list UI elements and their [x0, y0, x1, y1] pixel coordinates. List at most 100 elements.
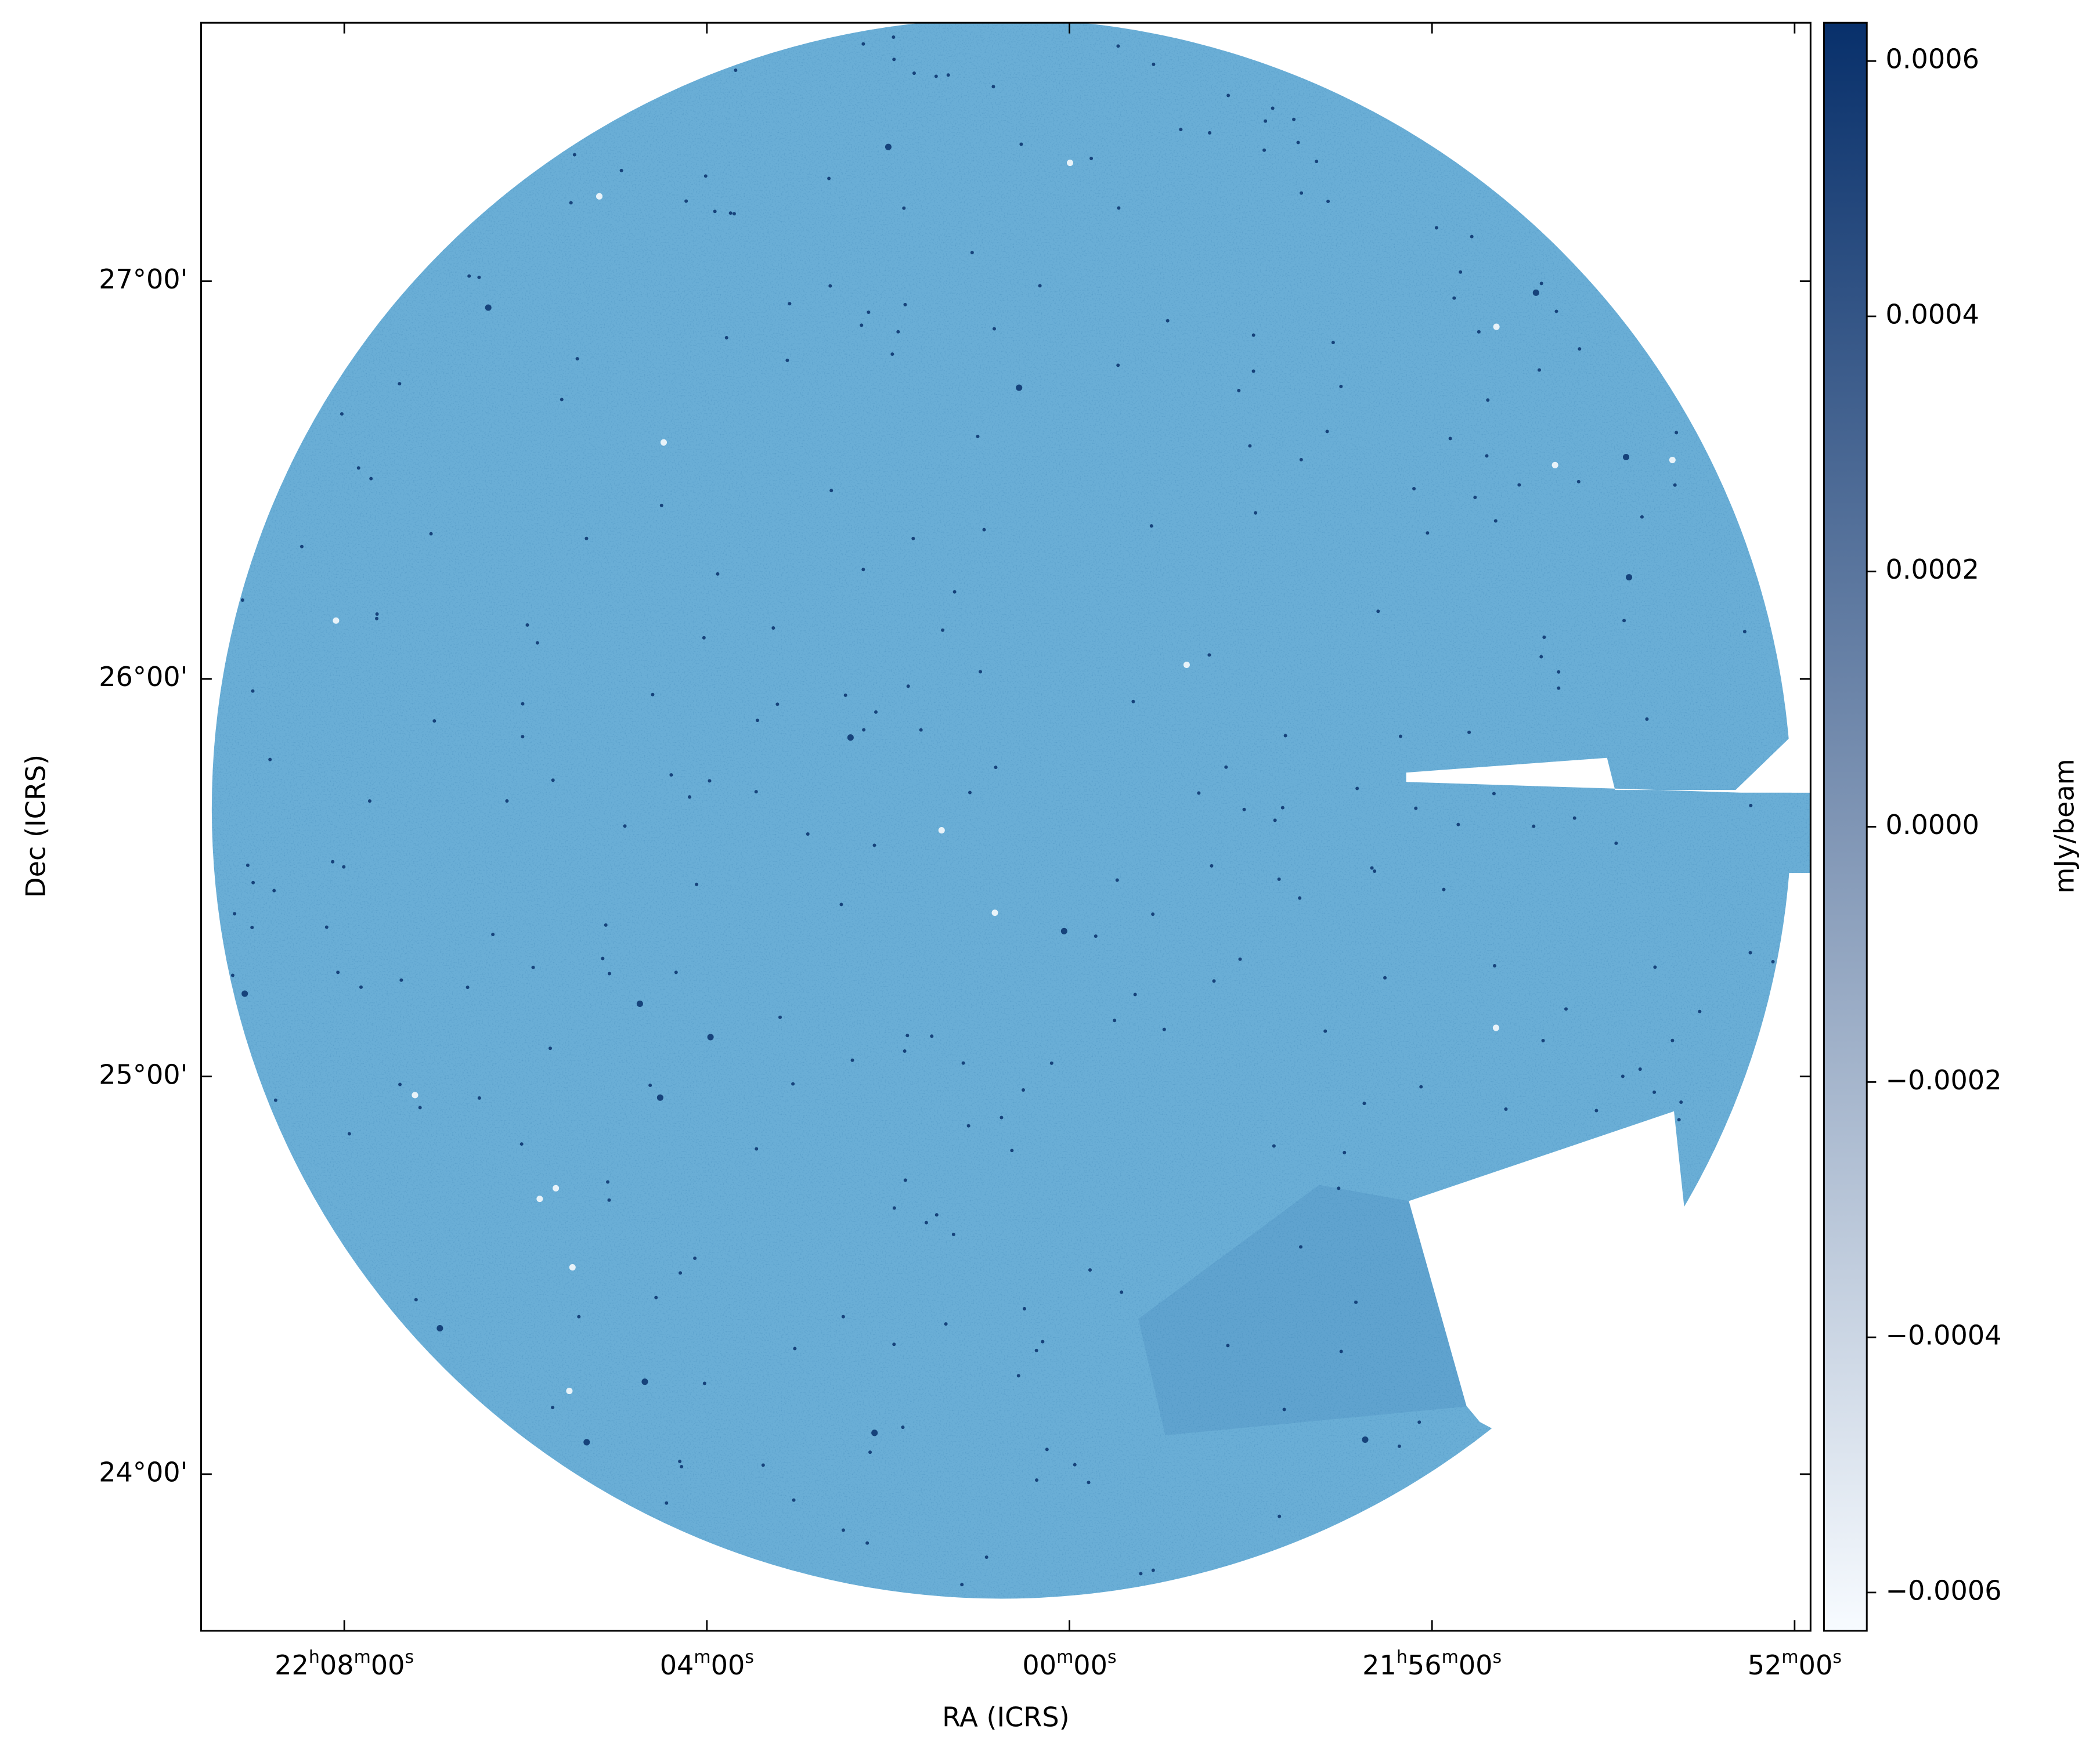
source — [584, 536, 589, 540]
source — [665, 1501, 669, 1505]
source — [1793, 1461, 1797, 1465]
source — [475, 1465, 479, 1469]
source — [1066, 160, 1074, 167]
source — [356, 466, 360, 470]
source — [1538, 368, 1541, 372]
source — [861, 568, 865, 572]
source — [861, 42, 865, 46]
source — [860, 323, 864, 327]
source — [732, 212, 736, 216]
source — [1749, 803, 1753, 807]
source — [693, 1256, 697, 1260]
source — [1742, 630, 1747, 634]
y-tick-label: 25°00' — [99, 1059, 187, 1090]
source — [1149, 524, 1153, 528]
source — [1212, 979, 1216, 983]
source — [703, 174, 708, 178]
source — [551, 1406, 555, 1410]
source — [466, 986, 470, 990]
source — [659, 503, 663, 507]
source — [903, 1178, 907, 1182]
source — [1645, 717, 1649, 721]
source — [1704, 1291, 1708, 1295]
source — [324, 1488, 328, 1492]
source — [1434, 226, 1438, 230]
sky-map — [201, 23, 1811, 1631]
source — [323, 1506, 327, 1510]
source — [240, 598, 244, 602]
source — [560, 63, 564, 67]
source — [1022, 1088, 1025, 1092]
source — [384, 1506, 388, 1510]
source — [1116, 44, 1120, 48]
source — [261, 1271, 265, 1275]
source — [577, 1315, 581, 1319]
source — [601, 956, 605, 961]
source — [1362, 1436, 1369, 1443]
source — [1414, 806, 1418, 810]
source — [1087, 1481, 1091, 1485]
colorbar-tick-label: −0.0002 — [1886, 1064, 2002, 1096]
source — [785, 358, 789, 362]
source — [841, 1315, 845, 1319]
source — [1576, 479, 1581, 483]
source — [1779, 417, 1783, 421]
source — [623, 824, 627, 828]
source — [1682, 1280, 1686, 1284]
source — [1238, 957, 1242, 961]
source — [868, 1450, 872, 1454]
source — [828, 284, 832, 288]
source — [1166, 319, 1170, 323]
source — [991, 85, 995, 89]
source — [862, 728, 866, 732]
source — [1248, 444, 1252, 448]
source — [477, 1441, 481, 1445]
source — [1131, 699, 1135, 703]
source — [892, 57, 896, 62]
source — [839, 26, 843, 30]
source — [991, 909, 998, 916]
source — [607, 1198, 611, 1202]
x-tick-label: 52m00s — [1748, 1647, 1842, 1680]
source — [1298, 896, 1302, 900]
colorbar — [1823, 21, 1868, 1632]
source — [970, 251, 974, 255]
source — [1532, 824, 1536, 828]
source — [467, 274, 471, 278]
source — [251, 880, 255, 885]
source — [494, 142, 498, 146]
source — [1300, 191, 1304, 195]
axes-frame — [200, 21, 1812, 1632]
source — [1089, 156, 1094, 160]
source — [688, 795, 692, 799]
source — [269, 1615, 273, 1619]
source — [1262, 148, 1267, 152]
source — [521, 702, 525, 706]
source — [707, 1034, 714, 1041]
source — [1339, 1349, 1343, 1353]
source — [1224, 765, 1228, 769]
source — [695, 882, 699, 886]
source — [1298, 1245, 1302, 1249]
source — [1531, 1210, 1535, 1214]
source — [1493, 964, 1497, 968]
noisy-patch — [1138, 1185, 1473, 1436]
source — [1539, 655, 1543, 659]
source — [1477, 330, 1481, 334]
source — [892, 35, 896, 39]
source — [1394, 54, 1398, 58]
source — [1273, 818, 1277, 822]
source — [1226, 1344, 1230, 1348]
source — [619, 168, 623, 172]
source — [1532, 289, 1539, 296]
source — [551, 778, 555, 782]
source — [1655, 319, 1662, 327]
sources — [206, 24, 1809, 1626]
source — [1669, 1374, 1673, 1378]
source — [724, 335, 728, 340]
source — [1675, 1570, 1679, 1574]
source — [1073, 1463, 1077, 1467]
source — [596, 193, 603, 200]
source — [806, 832, 810, 836]
